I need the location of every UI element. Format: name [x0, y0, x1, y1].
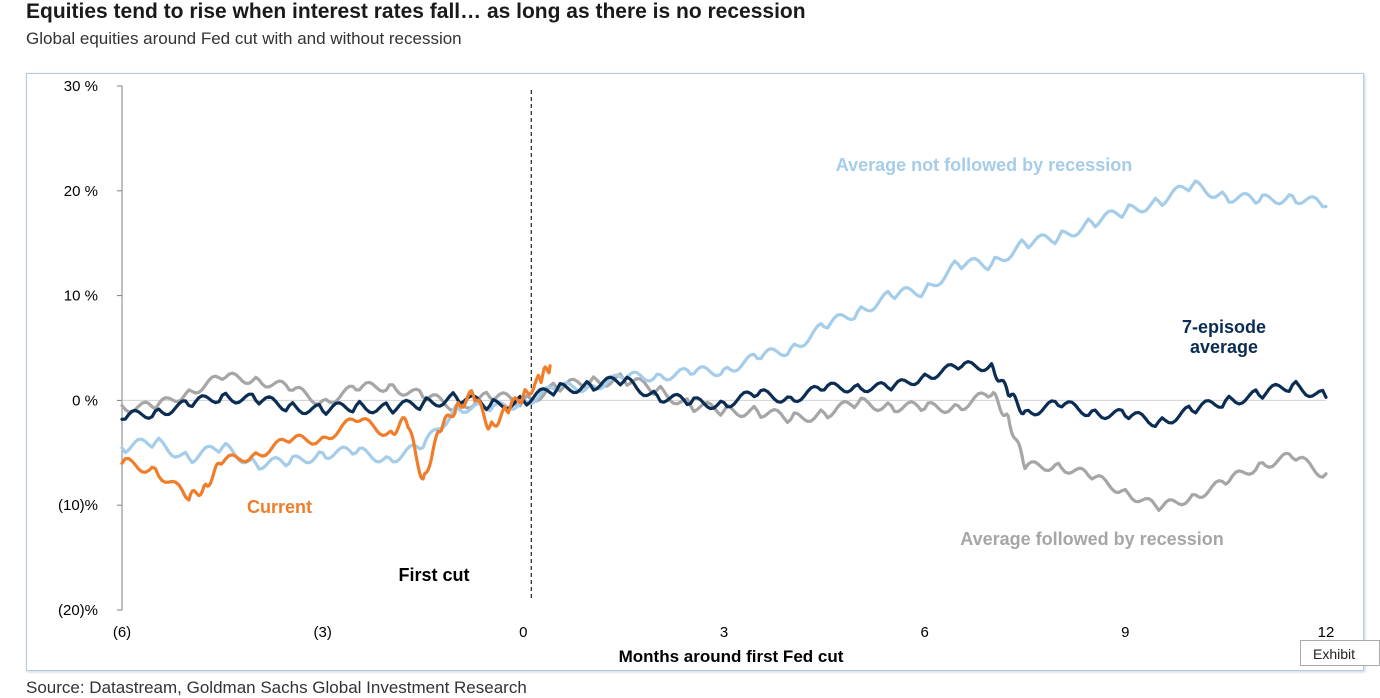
annotation-episode-average-line2: average — [1190, 337, 1258, 357]
x-tick-label: 0 — [519, 624, 527, 641]
series-line-average-followed-by-recession — [120, 371, 1328, 512]
annotation-first-cut: First cut — [398, 565, 469, 585]
annotation-recession: Average followed by recession — [960, 529, 1223, 549]
y-tick-label: 20 % — [64, 183, 98, 200]
annotation-episode-average-line1: 7-episode — [1182, 317, 1266, 337]
x-tick-label: 3 — [720, 624, 728, 641]
chart-axes: 30 % 20 % 10 % 0 % (10)% (20)% (6) (3) 0 3 6 9 12 Mon… — [58, 78, 1334, 666]
source-note: Source: Datastream, Goldman Sachs Global… — [26, 678, 527, 697]
y-tick-label: 0 % — [72, 392, 98, 409]
series-line-current — [120, 364, 552, 502]
chart-annotations: Average not followed by recession 7-epis… — [247, 155, 1266, 585]
chart-title: Equities tend to rise when interest rate… — [26, 0, 806, 23]
series-line-average-not-followed-by-recession — [120, 179, 1328, 471]
series-layer — [120, 179, 1328, 512]
x-tick-label: 6 — [920, 624, 928, 641]
annotation-current: Current — [247, 497, 312, 517]
chart-subtitle: Global equities around Fed cut with and … — [26, 29, 462, 48]
x-axis-title: Months around first Fed cut — [619, 647, 844, 666]
x-tick-label: (6) — [113, 624, 131, 641]
series-line-7-episode-average — [120, 360, 1328, 428]
y-tick-label: (20)% — [58, 602, 98, 619]
annotation-no-recession: Average not followed by recession — [836, 155, 1132, 175]
y-tick-label: (10)% — [58, 497, 98, 514]
x-tick-label: (3) — [313, 624, 331, 641]
x-tick-label: 12 — [1318, 624, 1335, 641]
y-tick-label: 10 % — [64, 288, 98, 305]
exhibit-tag: Exhibit — [1300, 640, 1380, 666]
y-tick-label: 30 % — [64, 78, 98, 95]
x-tick-label: 9 — [1121, 624, 1129, 641]
